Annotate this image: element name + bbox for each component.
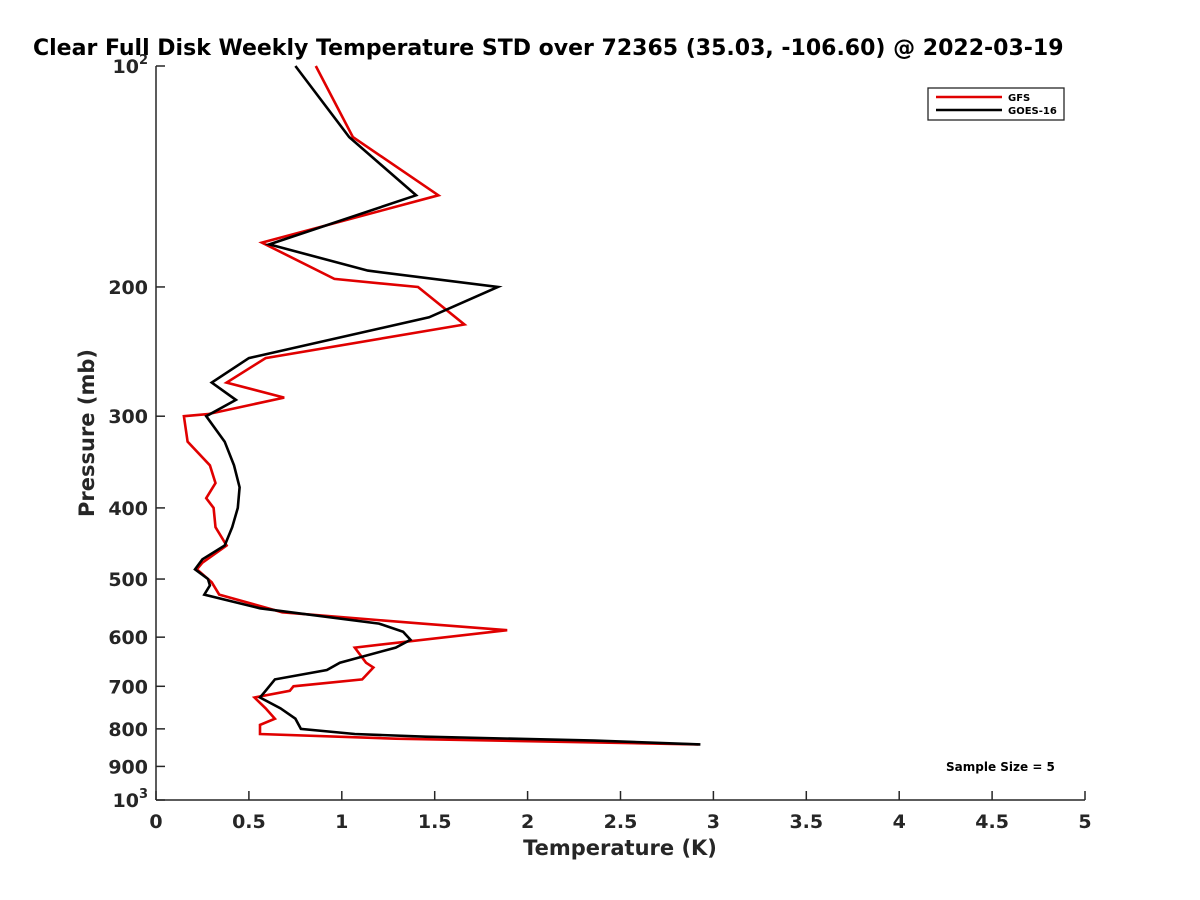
y-axis-title: Pressure (mb) [75, 349, 99, 517]
y-tick-label: 103 [113, 787, 149, 812]
x-tick-label: 5 [1078, 811, 1091, 833]
x-tick-label: 0.5 [232, 811, 266, 833]
x-tick-label: 4 [893, 811, 906, 833]
y-tick-label-exponent: 2 [139, 53, 148, 68]
x-axis-title: Temperature (K) [523, 836, 717, 860]
y-tick-label: 700 [108, 676, 148, 698]
y-tick-label-exponent: 3 [139, 787, 148, 802]
y-tick-label: 600 [108, 627, 148, 649]
y-tick-label: 200 [108, 277, 148, 299]
x-tick-label: 3.5 [789, 811, 823, 833]
y-tick-label: 500 [108, 569, 148, 591]
y-tick-label: 102 [113, 53, 149, 78]
y-tick-label: 400 [108, 498, 148, 520]
x-tick-label: 4.5 [975, 811, 1009, 833]
legend-box [927, 87, 1065, 121]
legend-label-gfs: GFS [1008, 93, 1030, 104]
x-tick-label: 2.5 [604, 811, 638, 833]
x-tick-label: 3 [707, 811, 720, 833]
series-line-gfs [182, 65, 699, 746]
legend-label-goes16: GOES-16 [1008, 106, 1057, 117]
series-line-goes-16 [193, 65, 701, 746]
chart-title: Clear Full Disk Weekly Temperature STD o… [33, 36, 1064, 61]
x-tick-label: 2 [521, 811, 534, 833]
x-ticks: 0 0.5 1 1.5 2 2.5 3 3.5 4 4.5 5 [149, 791, 1092, 833]
y-tick-label: 300 [108, 406, 148, 428]
y-tick-label-base: 10 [113, 790, 139, 812]
y-tick-label: 800 [108, 719, 148, 741]
y-tick-label-base: 10 [113, 56, 139, 78]
sample-size-annotation: Sample Size = 5 [946, 760, 1055, 774]
x-tick-label: 1 [335, 811, 348, 833]
series-layer [182, 65, 701, 746]
y-tick-label: 900 [108, 756, 148, 778]
x-tick-label: 1.5 [418, 811, 452, 833]
x-tick-label: 0 [149, 811, 162, 833]
legend: GFS GOES-16 [927, 87, 1065, 121]
